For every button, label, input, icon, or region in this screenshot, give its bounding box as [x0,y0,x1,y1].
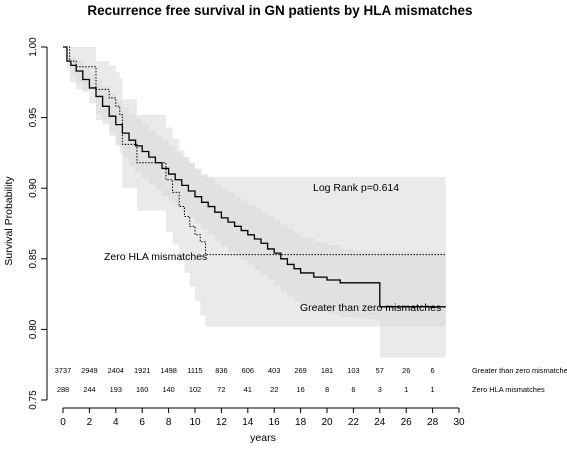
risk-count: 102 [189,385,201,394]
risk-row-label: Greater than zero mismatches [472,366,567,375]
ci-band-zero [63,47,446,327]
risk-count: 6 [351,385,355,394]
risk-count: 22 [270,385,278,394]
risk-count: 836 [215,366,227,375]
y-tick-label: 0.80 [28,319,39,339]
risk-count: 57 [376,366,384,375]
x-tick-label: 0 [60,417,66,428]
survival-curves [63,46,446,308]
x-tick-label: 16 [269,417,281,428]
risk-count: 2404 [108,366,124,375]
x-tick-label: 14 [242,417,254,428]
risk-count: 1498 [160,366,176,375]
y-tick-label: 0.90 [28,178,39,198]
y-tick-label: 0.85 [28,249,39,269]
risk-count: 1 [404,385,408,394]
y-axis-label: Survival Probability [3,176,15,266]
risk-count: 72 [217,385,225,394]
risk-count: 269 [294,366,306,375]
x-tick-label: 12 [216,417,228,428]
risk-count: 1115 [187,366,202,375]
series-line-zero [63,46,446,256]
risk-count: 2949 [81,366,97,375]
x-tick-label: 20 [321,417,333,428]
x-tick-label: 18 [295,417,307,428]
x-tick-label: 4 [113,417,119,428]
y-tick-label: 0.75 [28,390,39,410]
risk-count: 8 [325,385,329,394]
x-tick-label: 22 [348,417,360,428]
y-tick-label: 0.95 [28,107,39,127]
x-tick-label: 28 [427,417,439,428]
risk-count: 244 [83,385,95,394]
risk-count: 103 [347,366,359,375]
risk-count: 403 [268,366,280,375]
x-tick-label: 24 [374,417,386,428]
x-tick-label: 2 [87,417,93,428]
greater-mismatch-label: Greater than zero mismatches [300,302,441,314]
risk-count: 3 [378,385,382,394]
zero-mismatch-label: Zero HLA mismatches [104,251,207,263]
risk-count: 3737 [55,366,71,375]
y-tick-label: 1.00 [28,37,39,57]
risk-count: 16 [296,385,304,394]
risk-table: 3737 2949 2404 1921 1498 1115 836 606 403 269 181 1… [55,366,567,394]
x-tick-label: 26 [401,417,413,428]
x-axis-label: years [250,432,276,444]
risk-count: 288 [57,385,69,394]
x-ticks: 0 2 4 6 8 10 12 14 16 18 20 22 24 26 28 30 [60,408,465,428]
y-ticks: 0.75 0.80 0.85 0.90 0.95 1.00 [28,37,47,410]
risk-count: 1 [431,385,435,394]
x-tick-label: 10 [189,417,201,428]
axes: 0.750.800.850.900.951.00 0 2 4 6 8 10 12 14 16 18… [28,37,465,428]
risk-count: 181 [321,366,333,375]
risk-count: 193 [110,385,122,394]
chart-title: Recurrence free survival in GN patients … [87,3,472,18]
risk-count: 160 [136,385,148,394]
log-rank-annotation: Log Rank p=0.614 [313,182,399,194]
risk-count: 606 [242,366,254,375]
risk-count: 41 [244,385,252,394]
confidence-bands [63,47,446,358]
risk-count: 1921 [134,366,150,375]
series-line-greater [63,46,446,308]
risk-count: 140 [162,385,174,394]
x-tick-label: 8 [166,417,172,428]
risk-row-label: Zero HLA mismatches [472,385,545,394]
x-tick-label: 30 [453,417,465,428]
risk-count: 26 [402,366,410,375]
risk-count: 6 [431,366,435,375]
x-tick-label: 6 [139,417,145,428]
